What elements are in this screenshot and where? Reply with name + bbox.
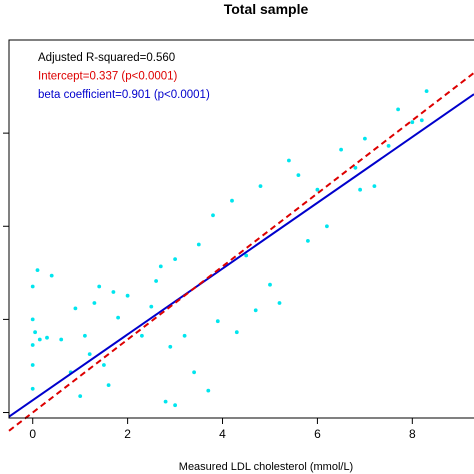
data-point-4 <box>30 386 35 391</box>
data-point-50 <box>353 165 358 170</box>
data-point-14 <box>83 333 87 338</box>
data-point-45 <box>296 173 301 178</box>
data-point-36 <box>215 319 220 324</box>
data-point-58 <box>424 89 429 93</box>
data-point-5 <box>33 330 37 335</box>
data-point-13 <box>78 394 83 398</box>
x-axis-label: Measured LDL cholesterol (mmol/L) <box>179 461 353 473</box>
data-point-42 <box>268 282 272 287</box>
data-point-25 <box>154 279 159 283</box>
data-point-57 <box>419 118 424 123</box>
chart-title: Total sample <box>224 1 309 17</box>
data-point-33 <box>196 242 201 247</box>
data-point-51 <box>358 187 362 192</box>
data-point-28 <box>168 344 173 349</box>
data-point-48 <box>325 224 329 229</box>
data-point-27 <box>163 399 168 404</box>
data-point-31 <box>182 333 187 338</box>
data-point-55 <box>396 107 400 112</box>
data-point-46 <box>306 239 310 243</box>
data-point-7 <box>37 337 42 342</box>
data-point-1 <box>30 317 35 322</box>
data-point-17 <box>97 284 102 289</box>
data-point-0 <box>30 284 35 289</box>
annotations-layer: Adjusted R-squared=0.560 Intercept=0.337 … <box>38 52 210 101</box>
data-point-19 <box>106 383 111 387</box>
x-tick-label-0: 0 <box>29 427 36 441</box>
data-point-12 <box>73 306 78 311</box>
data-point-35 <box>211 213 215 218</box>
data-point-32 <box>192 370 197 375</box>
x-tick-label-4: 8 <box>409 427 416 441</box>
identity-line <box>8 72 474 432</box>
data-point-3 <box>30 363 35 367</box>
annotation-0: Adjusted R-squared=0.560 <box>38 52 175 64</box>
data-point-8 <box>45 335 49 340</box>
axes-layer: 0 2 4 6 8 <box>3 39 474 441</box>
data-point-22 <box>125 293 130 298</box>
regression-line <box>8 93 474 418</box>
data-point-23 <box>140 333 144 338</box>
data-point-10 <box>59 337 64 342</box>
data-point-44 <box>287 158 291 163</box>
x-tick-label-1: 2 <box>124 427 131 441</box>
x-tick-label-3: 6 <box>314 427 321 441</box>
plot-frame <box>8 39 474 419</box>
data-point-15 <box>87 352 92 356</box>
data-point-34 <box>206 388 211 393</box>
data-point-37 <box>230 198 234 203</box>
data-point-52 <box>363 136 367 141</box>
data-point-40 <box>253 308 258 313</box>
data-point-6 <box>35 268 40 272</box>
annotation-1: Intercept=0.337 (p<0.0001) <box>38 71 178 83</box>
data-point-49 <box>339 147 343 152</box>
data-point-43 <box>277 301 282 305</box>
data-point-26 <box>158 264 163 269</box>
data-point-20 <box>111 290 116 294</box>
data-point-53 <box>372 184 377 189</box>
data-point-47 <box>315 187 320 192</box>
data-point-30 <box>173 403 178 408</box>
data-point-2 <box>30 343 35 347</box>
data-point-18 <box>102 363 106 367</box>
data-point-39 <box>244 253 249 258</box>
data-point-38 <box>234 330 239 335</box>
data-point-16 <box>92 301 97 305</box>
data-point-54 <box>386 144 391 148</box>
data-point-9 <box>49 273 54 278</box>
lines-layer <box>8 72 474 432</box>
data-point-56 <box>410 120 415 125</box>
annotation-2: beta coefficient=0.901 (p<0.0001) <box>38 89 210 101</box>
data-point-21 <box>116 315 120 320</box>
data-point-29 <box>173 257 178 261</box>
data-point-41 <box>258 184 263 189</box>
data-point-24 <box>149 304 154 309</box>
x-tick-label-2: 4 <box>219 427 226 441</box>
